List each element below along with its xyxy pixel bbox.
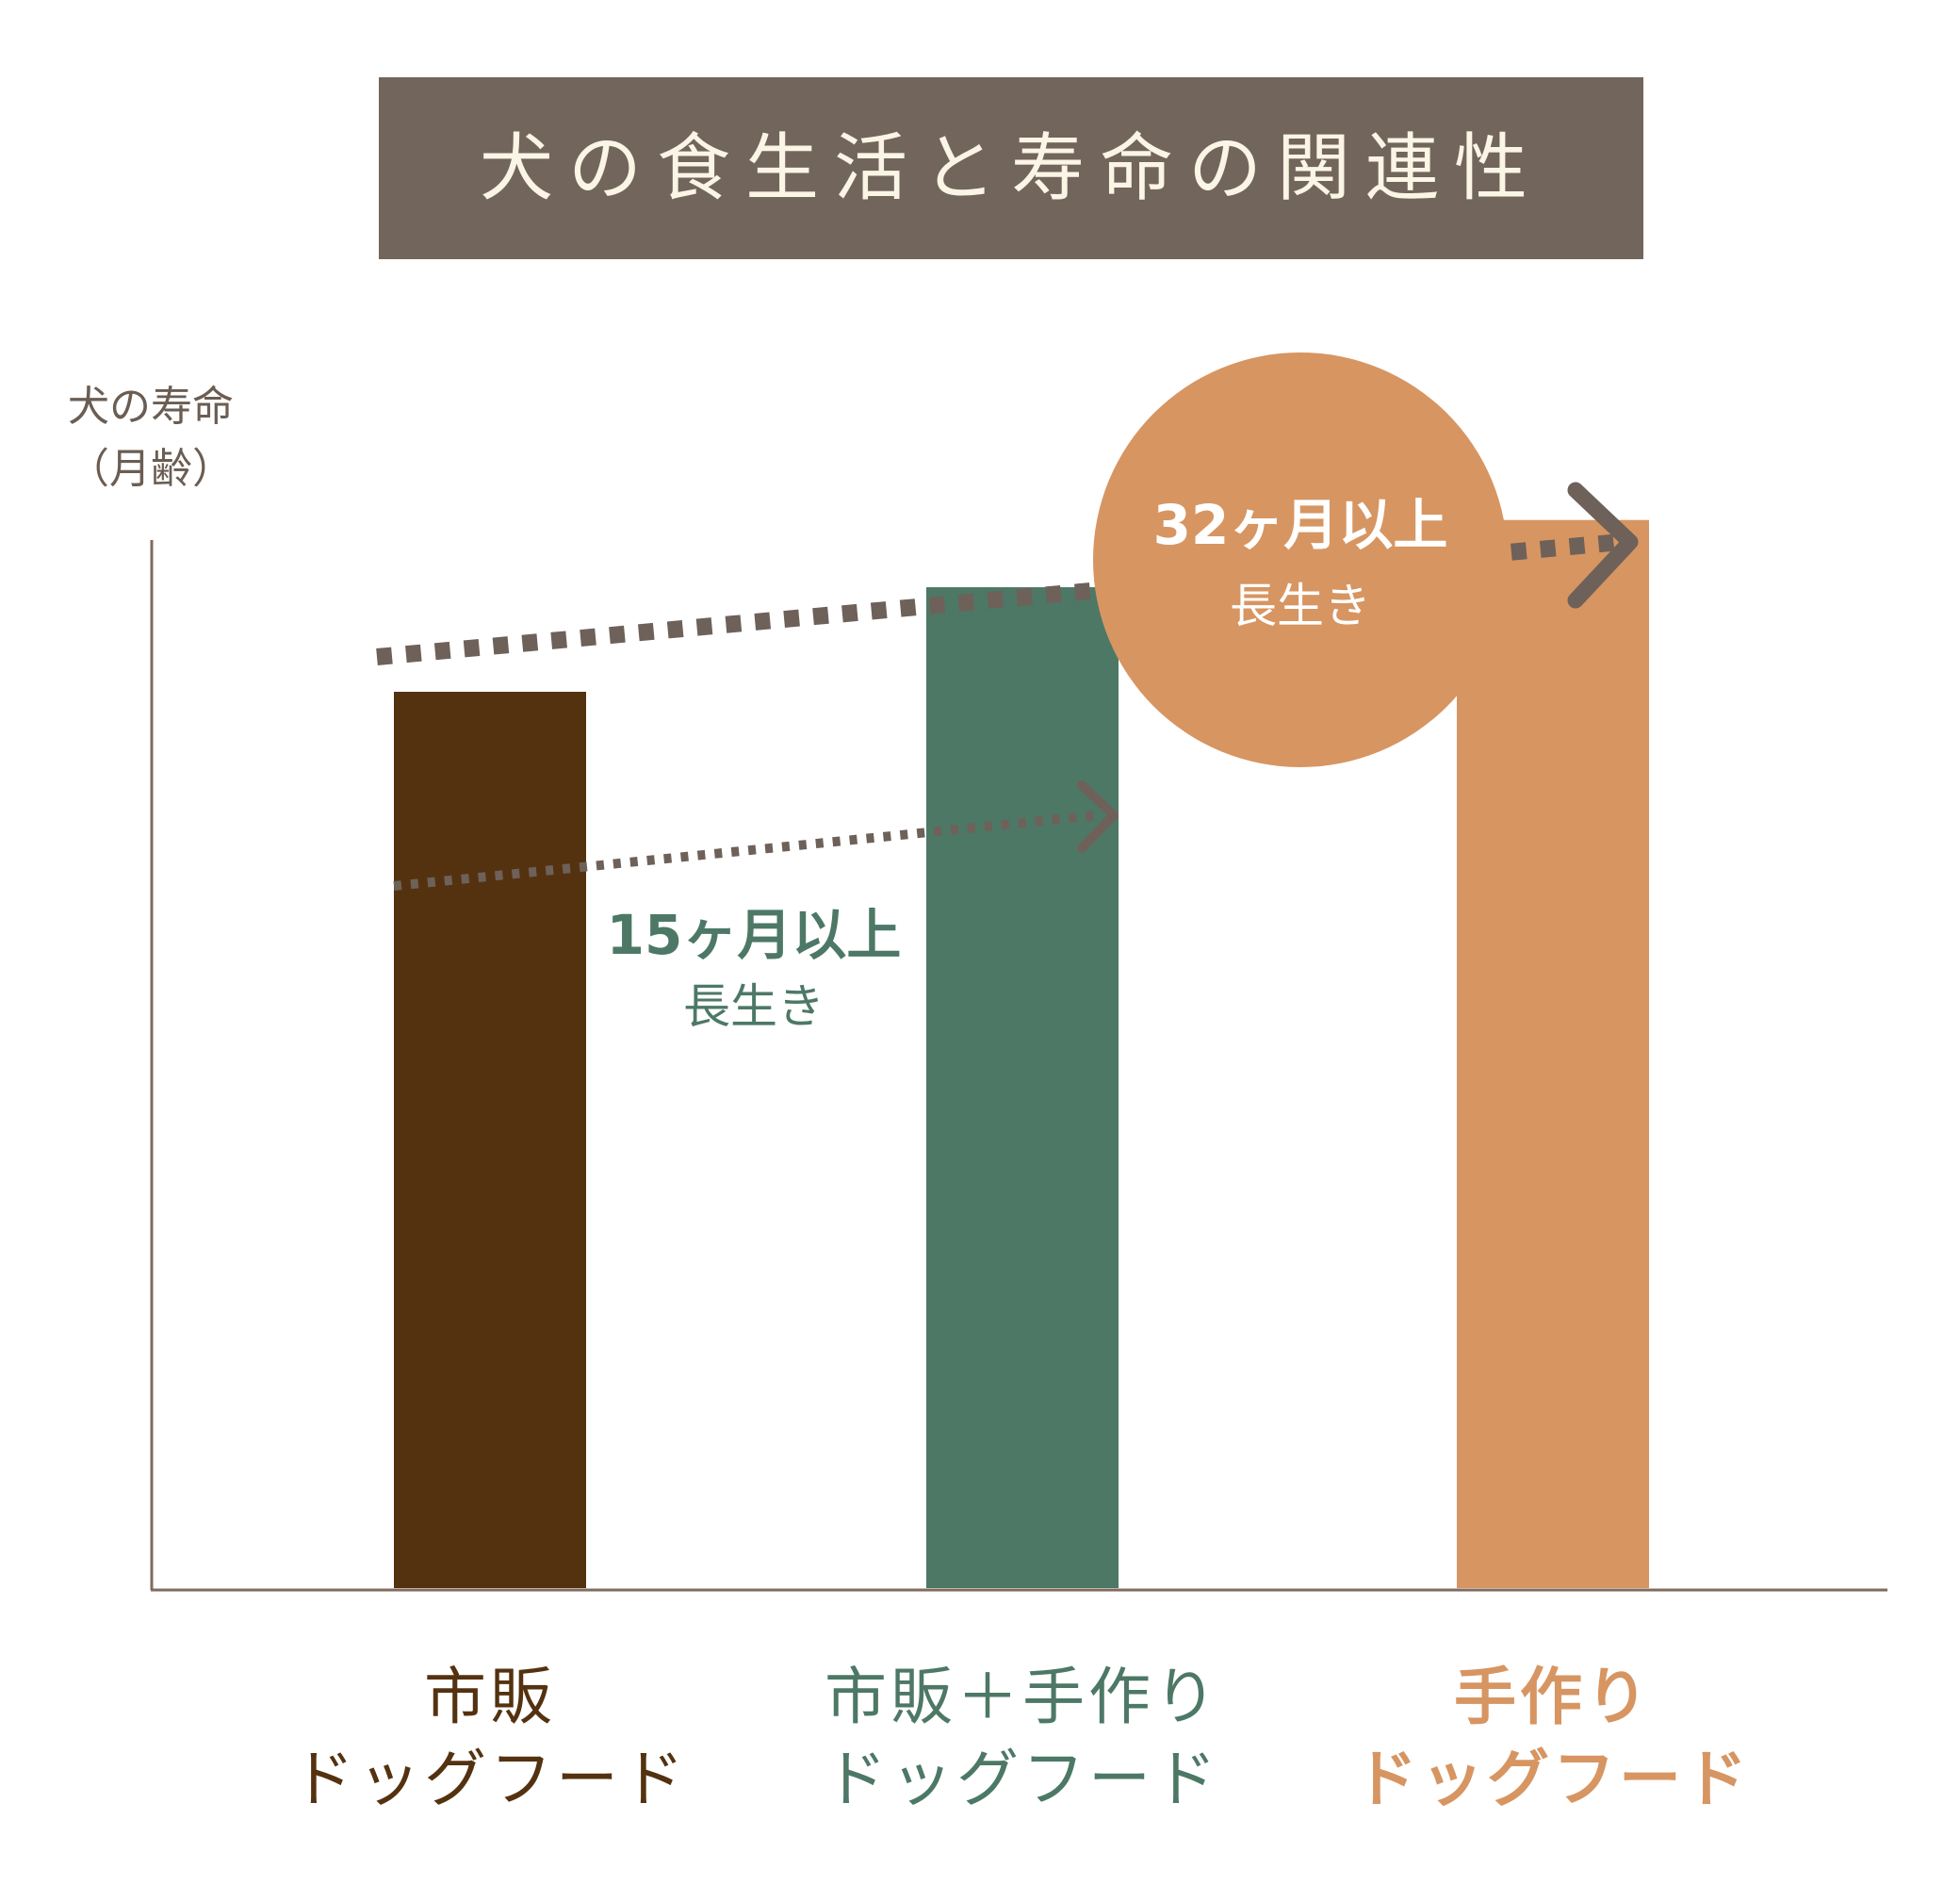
trend-arrow-small-head [1077,780,1119,853]
category-label-1-line2: ドッグフード [292,1743,688,1815]
bar-3 [1457,519,1649,1588]
category-label-2-line2: ドッグフード [825,1743,1220,1815]
y-axis-label-line1: 犬の寿命 [68,383,234,431]
annotation-32-badge [1093,352,1508,767]
annotation-15-sub: 長生き [683,979,825,1034]
title-banner [379,77,1643,259]
category-label-3-line1: 手作り [1454,1661,1652,1733]
category-label-3-line2: ドッグフード [1355,1743,1751,1815]
trend-arrow-large [376,533,1622,665]
annotation-32-sub: 長生き [1230,579,1371,633]
chart-title: 犬の食生活と寿命の関連性 [480,126,1543,211]
bar-1 [394,692,586,1588]
category-label-1-line1: 市販 [424,1661,556,1733]
annotation-32-main: 32ヶ月以上 [1153,493,1448,557]
bar-2 [926,587,1119,1588]
y-axis-label-line2: （月齢） [68,445,234,493]
category-label-2-line1: 市販＋手作り [825,1661,1220,1733]
annotation-15-main: 15ヶ月以上 [607,903,902,967]
trend-arrow-large-head [1567,482,1639,609]
